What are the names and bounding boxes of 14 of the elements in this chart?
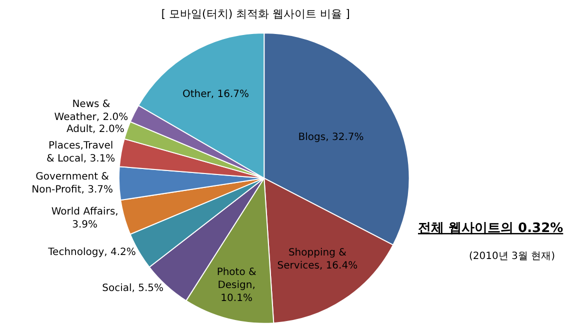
slice-label: Adult, 2.0% — [66, 124, 124, 136]
text: (2010년 3월 현재) — [469, 251, 556, 262]
slice-label: Shopping & Services, 16.4% — [277, 248, 358, 272]
slice-label: Technology, 4.2% — [47, 247, 136, 258]
slice-label: Blogs, 32.7% — [298, 132, 364, 143]
slice-label: Government & Non-Profit, 3.7% — [32, 171, 114, 196]
chart-title: [ 모바일(터치) 최적화 웹사이트 비율 ] — [161, 8, 350, 21]
slice-label: Social, 5.5% — [102, 283, 164, 294]
text: 전체 웹사이트의 0.32% — [418, 221, 564, 236]
slice-label: World Affairs, 3.9% — [51, 206, 118, 230]
slice-label: Photo & Design, 10.1% — [216, 266, 257, 304]
slice-label: Places,Travel & Local, 3.1% — [46, 140, 116, 164]
slice-label: News & Weather, 2.0% — [54, 99, 128, 124]
slice-label: Other, 16.7% — [182, 88, 250, 100]
